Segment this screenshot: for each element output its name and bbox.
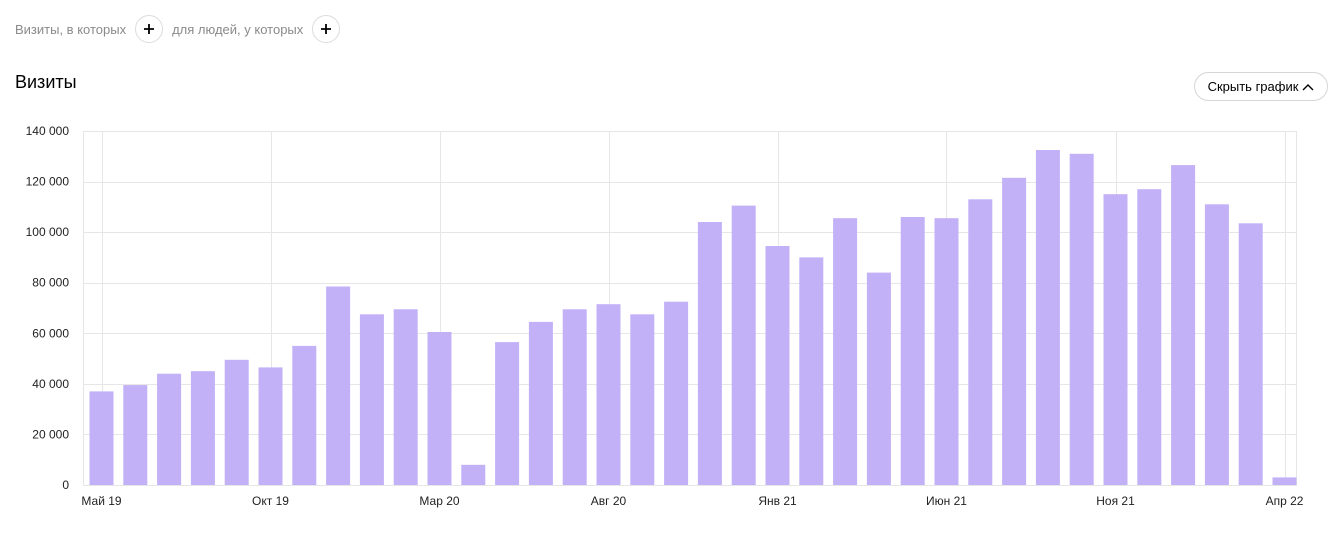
y-tick-label: 100 000: [26, 225, 70, 239]
chart-bar[interactable]: [495, 342, 520, 485]
chart-bar[interactable]: [866, 272, 891, 485]
chart-bar[interactable]: [1204, 204, 1229, 486]
x-tick-label: Янв 21: [758, 494, 797, 508]
chart-bar[interactable]: [292, 345, 317, 485]
y-tick-label: 120 000: [26, 175, 70, 189]
y-tick-label: 40 000: [32, 377, 69, 391]
chart-bar[interactable]: [528, 321, 553, 485]
chart-bar[interactable]: [833, 218, 858, 485]
chart-bar[interactable]: [934, 218, 959, 485]
hide-chart-button[interactable]: Скрыть график: [1194, 72, 1328, 101]
chart-bar[interactable]: [258, 367, 283, 485]
chart-bar[interactable]: [664, 301, 689, 485]
chart-bar[interactable]: [224, 359, 249, 485]
chevron-up-icon: [1302, 83, 1314, 90]
chart-bar[interactable]: [1238, 223, 1263, 486]
chart-bar[interactable]: [630, 314, 655, 485]
x-tick-label: Май 19: [81, 494, 122, 508]
chart-bar[interactable]: [190, 371, 215, 485]
chart-bar[interactable]: [157, 373, 182, 485]
chart-bar[interactable]: [900, 217, 925, 485]
chart-bar[interactable]: [359, 314, 384, 485]
chart-bar[interactable]: [596, 304, 621, 485]
chart-bar[interactable]: [799, 257, 824, 485]
chart-bar[interactable]: [1035, 150, 1060, 485]
chart-grid: [83, 131, 1297, 486]
y-tick-label: 140 000: [26, 124, 70, 138]
add-visits-condition-button[interactable]: [135, 15, 164, 43]
chart-bar[interactable]: [393, 309, 418, 485]
people-filter-label: для людей, у которых: [172, 21, 304, 37]
y-tick-label: 80 000: [32, 276, 69, 290]
visits-filter-label: Визиты, в которых: [15, 21, 127, 37]
chart-bar[interactable]: [123, 385, 148, 485]
chart-bar[interactable]: [461, 464, 486, 485]
chart-bar[interactable]: [765, 246, 790, 485]
plus-icon: [144, 24, 155, 34]
chart-bar[interactable]: [1103, 194, 1128, 485]
x-axis: Май 19 Окт 19 Мар 20 Авг 20 Янв 21 Июн 21 Ноя …: [81, 494, 1303, 508]
chart-bar[interactable]: [1002, 177, 1027, 486]
x-tick-label: Авг 20: [591, 494, 627, 508]
chart-bar[interactable]: [968, 199, 993, 486]
chart-bar[interactable]: [1272, 477, 1297, 485]
plus-icon: [321, 24, 332, 34]
hide-chart-label: Скрыть график: [1207, 79, 1299, 94]
y-tick-label: 0: [62, 478, 69, 492]
chart-bar[interactable]: [427, 332, 452, 485]
chart-bar[interactable]: [89, 391, 114, 485]
y-axis: 0 20 000 40 000 60 000 80 000 100 000 120 000 1…: [26, 124, 70, 492]
chart-bar[interactable]: [1171, 165, 1196, 485]
y-tick-label: 20 000: [32, 427, 69, 441]
add-people-condition-button[interactable]: [312, 15, 341, 43]
chart-bar[interactable]: [326, 286, 351, 486]
x-tick-label: Окт 19: [252, 494, 289, 508]
chart-bar[interactable]: [1137, 189, 1162, 485]
x-tick-label: Мар 20: [419, 494, 459, 508]
y-tick-label: 60 000: [32, 326, 69, 340]
x-tick-label: Июн 21: [926, 494, 967, 508]
x-tick-label: Ноя 21: [1096, 494, 1135, 508]
chart-bar[interactable]: [1069, 153, 1094, 486]
chart-bar[interactable]: [562, 309, 587, 485]
chart-bars: [89, 150, 1297, 486]
filter-bar: Визиты, в которых для людей, у которых: [15, 14, 349, 44]
chart-bar[interactable]: [697, 222, 722, 485]
page-title: Визиты: [15, 72, 77, 92]
chart-bar[interactable]: [731, 205, 756, 485]
x-tick-label: Апр 22: [1266, 494, 1304, 508]
